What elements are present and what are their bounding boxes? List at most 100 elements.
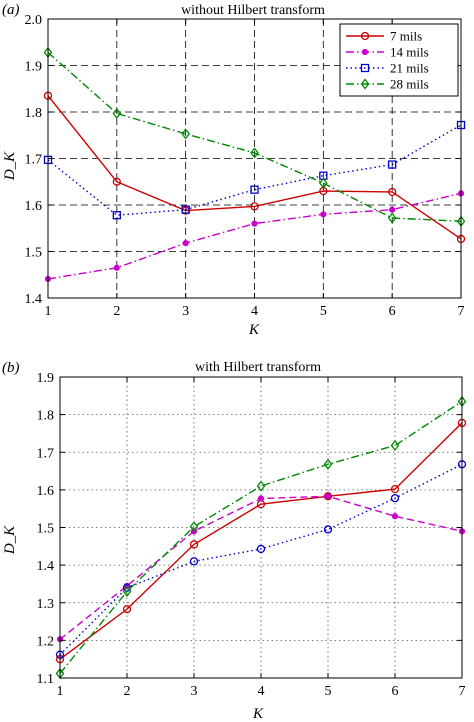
series-line [47,51,462,222]
x-tick-label: 3 [191,684,198,699]
data-point [251,220,258,227]
data-point [181,205,190,214]
panel-b-series [55,395,467,680]
y-tick-label: 1.6 [37,484,55,499]
x-tick-label: 7 [459,684,466,699]
data-point [250,202,259,211]
legend-label: 21 mils [390,61,429,76]
legend-item: 21 mils [346,61,429,76]
x-tick-label: 5 [325,684,332,699]
series-line [59,463,463,656]
panel-b: (b) with Hilbert transform K D_K 1 2 3 4 5 6 7… [2,360,467,722]
y-tick-label: 1.9 [37,371,55,386]
legend-item: 7 mils [346,29,422,44]
data-point [387,212,397,224]
data-point [189,557,199,566]
y-tick-label: 1.7 [37,446,55,461]
y-tick-label: 1.5 [25,246,43,261]
series-3 [43,120,466,220]
data-point [388,160,397,169]
legend-label: 7 mils [390,29,422,44]
panel-b-grid [60,377,462,678]
data-point [257,495,265,502]
x-tick-label: 1 [45,304,52,319]
x-tick-label: 3 [182,304,189,319]
data-point [390,494,400,503]
panel-a-series [43,46,466,283]
panel-b-title: with Hilbert transform [195,360,321,375]
series-line [59,422,463,660]
data-point [256,480,266,492]
data-point [112,107,122,119]
panel-b-frame [59,376,463,679]
x-tick-label: 4 [258,684,265,699]
data-point [391,513,399,520]
series-2 [56,493,466,643]
data-point [320,211,327,218]
x-tick-label: 5 [320,304,327,319]
data-point [323,458,333,470]
data-point [323,525,333,534]
legend-item: 28 mils [346,77,429,92]
legend-label: 14 mils [390,45,429,60]
legend-label: 28 mils [390,77,429,92]
legend-marker [360,63,370,73]
panel-b-label: (b) [2,360,20,376]
data-point [112,177,121,186]
series-line [59,400,463,674]
y-tick-label: 1.7 [25,153,43,168]
legend-item: 14 mils [346,45,429,60]
data-point [390,484,400,494]
data-point [189,540,199,549]
data-point [181,128,190,140]
panel-a-title: without Hilbert transform [181,3,325,18]
y-tick-label: 1.9 [25,60,43,75]
data-point [256,544,266,554]
data-point [250,147,259,159]
y-tick-label: 1.1 [37,672,55,687]
data-point [122,604,132,614]
x-tick-label: 2 [124,684,131,699]
legend-marker [360,31,370,41]
series-line [47,124,462,216]
data-point [182,240,189,247]
y-tick-label: 1.3 [37,597,55,612]
panel-a: (a) without Hilbert transform K D_K 1 2 3 4… [2,2,466,338]
panel-a-label: (a) [2,2,20,18]
x-tick-label: 1 [57,684,64,699]
series-4 [55,395,467,680]
data-point [319,177,328,189]
data-point [389,206,396,213]
data-point [113,264,120,271]
x-tick-label: 6 [392,684,399,699]
panel-b-ylabel: D_K [2,525,18,555]
y-tick-label: 1.8 [37,409,55,424]
y-tick-label: 1.6 [25,199,43,214]
y-tick-label: 1.2 [37,634,55,649]
panel-a-frame [47,18,462,299]
data-point [122,585,132,598]
panel-a-ticks: 1 2 3 4 5 6 7 1.4 1.5 1.6 1.7 1.8 1.9 2.0 [25,13,465,319]
legend-marker [361,48,369,56]
y-tick-label: 1.4 [25,292,43,307]
data-point [189,521,199,533]
x-tick-label: 4 [251,304,258,319]
y-tick-label: 2.0 [25,13,43,28]
data-point [112,211,121,220]
panel-b-xlabel: K [252,706,264,722]
data-point [324,493,332,500]
y-tick-label: 1.4 [37,559,55,574]
y-tick-label: 1.8 [25,106,43,121]
panel-a-xlabel: K [248,322,260,338]
data-point [388,187,397,197]
panel-b-ticks: 1 2 3 4 5 6 7 1.1 1.2 1.3 1.4 1.5 1.6 1.7 1.8 1.9 [37,371,466,699]
data-point [390,439,400,452]
x-tick-label: 6 [389,304,396,319]
y-tick-label: 1.5 [37,522,55,537]
series-2 [44,190,465,283]
panel-a-ylabel: D_K [2,151,18,181]
series-1 [55,418,467,664]
data-point [250,185,259,194]
